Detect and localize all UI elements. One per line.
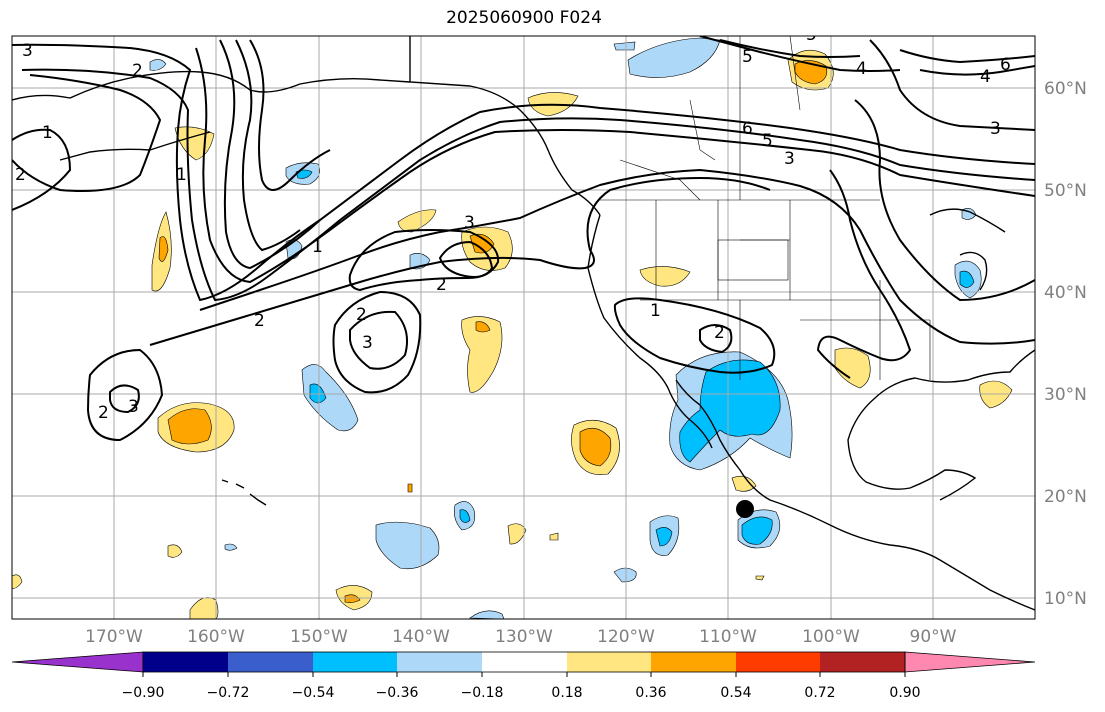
colorbar-bin [313,652,397,672]
colorbar-extend-low [11,651,144,673]
contour-label: 1 [650,301,661,321]
contour-label: 3 [362,333,373,353]
colorbar-frame [142,651,906,673]
contour-label: 6 [1000,55,1011,75]
contour-label: 2 [15,165,26,185]
contour-label: 3 [784,149,795,169]
colorbar-bin [228,652,313,672]
lon-tick-label: 120°W [597,627,655,647]
colorbar-bin [736,652,820,672]
contour-lines [12,36,1035,442]
colorbar-bin [482,652,567,672]
lon-tick-label: 160°W [187,627,245,647]
contour-label: 3 [128,397,139,417]
anomaly-fill-layer [12,37,1013,619]
colorbar-bin [143,652,228,672]
contour-label: 1 [312,237,323,257]
contour-label: 5 [806,25,817,45]
colorbar-level-label: 0.90 [889,685,920,701]
colorbar-bin [567,652,651,672]
lon-tick-label: 130°W [495,627,553,647]
lat-tick-label: 40°N [1044,283,1087,303]
colorbar-level-label: −0.54 [292,685,335,701]
colorbar-level-label: −0.18 [461,685,504,701]
lon-tick-label: 140°W [392,627,450,647]
lon-tick-label: 100°W [802,627,860,647]
colorbar-level-label: 0.18 [551,685,582,701]
lon-tick-labels: 170°W 160°W 150°W 140°W 130°W 120°W 110°… [85,627,957,647]
contour-label: 2 [98,403,109,423]
contour-label: 2 [356,305,367,325]
lat-tick-label: 50°N [1044,181,1087,201]
contour-labels: 3 2 1 2 1 2 1 2 3 2 3 5 4 6 3 5 4 6 5 3 … [15,25,1011,423]
contour-label: 5 [742,47,753,67]
state-borders [600,36,931,380]
contour-label: 4 [856,59,867,79]
colorbar-level-label: −0.72 [207,685,250,701]
contour-label: 6 [742,119,753,139]
map-plot-area: 3 2 1 2 1 2 1 2 3 2 3 5 4 6 3 5 4 6 5 3 … [12,25,1035,619]
lat-tick-label: 10°N [1044,589,1087,609]
colorbar-extend-high [904,651,1036,673]
contour-label: 2 [436,275,447,295]
colorbar-level-label: 0.54 [720,685,751,701]
storm-center-marker [736,500,754,518]
colorbar-level-label: 0.36 [635,685,666,701]
contour-label: 2 [132,61,143,81]
lat-tick-label: 60°N [1044,79,1087,99]
colorbar-bin [397,652,482,672]
contour-label: 3 [464,213,475,233]
contour-label: 5 [762,131,773,151]
contour-label: 3 [990,119,1001,139]
contour-label: 1 [176,165,187,185]
contour-label: 2 [254,311,265,331]
lon-tick-label: 170°W [85,627,143,647]
colorbar-level-label: 0.72 [804,685,835,701]
colorbar-bin [651,652,736,672]
contour-label: 2 [714,323,725,343]
lat-tick-labels: 10°N 20°N 30°N 40°N 50°N 60°N [1044,79,1087,609]
lon-tick-label: 150°W [290,627,348,647]
lon-tick-label: 90°W [910,627,957,647]
map-title: 2025060900 F024 [446,8,602,28]
colorbar-level-label: −0.90 [122,685,165,701]
contour-label: 4 [980,67,991,87]
colorbar: −0.90 −0.72 −0.54 −0.36 −0.18 0.18 0.36 0.54 0.7… [11,651,1036,701]
lon-tick-label: 110°W [699,627,757,647]
colorbar-bin [820,652,905,672]
contour-label: 1 [42,123,53,143]
lat-tick-label: 20°N [1044,487,1087,507]
graticule [12,36,1035,619]
map-frame [11,35,1036,620]
colorbar-level-label: −0.36 [376,685,419,701]
contour-label: 3 [22,41,33,61]
lat-tick-label: 30°N [1044,385,1087,405]
